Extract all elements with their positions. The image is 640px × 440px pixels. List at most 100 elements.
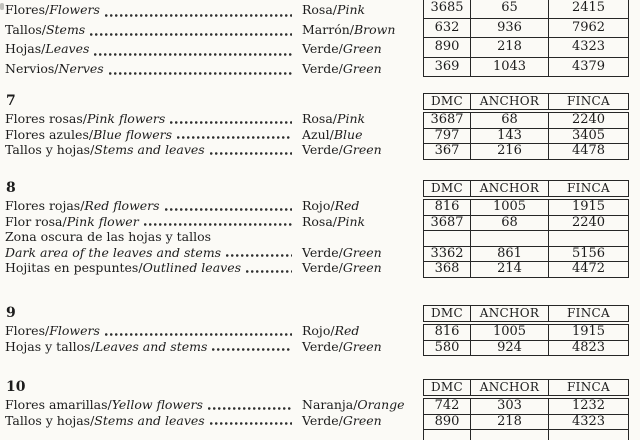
color-name: Naranja/Orange <box>302 397 413 413</box>
entry-label-es: Flores azules/ <box>5 126 94 142</box>
finca-value: 4323 <box>571 413 606 429</box>
dot-leader <box>170 120 292 124</box>
entry-row: Flores amarillas/Yellow flowers Naranja/… <box>5 397 415 413</box>
color-name: Rosa/Pink <box>302 0 413 20</box>
dmc-value: 632 <box>424 18 471 37</box>
table-header: DMC ANCHOR FINCA <box>423 93 629 110</box>
entry-label-es: Hojas y tallos/ <box>5 338 95 354</box>
table-header: DMC ANCHOR FINCA <box>423 305 629 322</box>
section-number: 7 <box>6 93 16 109</box>
dot-leader <box>246 269 292 273</box>
table-body: 3687 68 2240 797 143 3405 367 216 4478 <box>423 112 629 160</box>
color-es: Verde/ <box>302 244 343 260</box>
section-number: 10 <box>6 379 26 395</box>
color-es: Verde/ <box>302 142 343 157</box>
anchor-header: ANCHOR <box>471 181 549 196</box>
entry-label-es: Nervios/ <box>5 60 59 76</box>
color-es: Rojo/ <box>302 323 335 338</box>
table-header: DMC ANCHOR FINCA <box>423 180 629 197</box>
finca-value: 4823 <box>571 339 606 355</box>
dmc-value: 3685 <box>424 0 471 18</box>
table-row: 368 214 4472 <box>424 261 628 277</box>
anchor-header: ANCHOR <box>471 380 549 395</box>
dot-leader <box>164 207 292 211</box>
entry-row: Tallos y hojas/Stems and leaves Verde/Gr… <box>5 413 415 429</box>
color-name <box>302 229 413 245</box>
entry-label-en: Flowers <box>49 323 100 338</box>
entry-label-en: Outlined leaves <box>142 260 242 275</box>
entry-row: Tallos y hojas/Stems and leaves Verde/Gr… <box>5 142 415 158</box>
dmc-value: 742 <box>424 398 471 414</box>
dmc-value: 580 <box>424 340 471 355</box>
dot-leader <box>108 72 292 75</box>
entry-label-es: Tallos/ <box>5 21 46 37</box>
color-en: Green <box>342 338 382 354</box>
dot-leader <box>104 332 292 336</box>
finca-header: FINCA <box>567 380 610 394</box>
color-name: Verde/Green <box>302 39 413 59</box>
anchor-header: ANCHOR <box>471 306 549 321</box>
entry-label-es: Flores/ <box>5 323 50 338</box>
finca-value: 5156 <box>571 245 606 261</box>
table-body: 3685 65 2415 632 936 7962 890 218 4323 369 1043… <box>423 0 629 77</box>
color-en: Orange <box>357 397 405 412</box>
anchor-value: 218 <box>471 414 549 429</box>
dmc-value: 3687 <box>424 112 471 128</box>
table-body: 816 1005 1915 580 924 4823 <box>423 324 629 356</box>
entry-label-es: Flores/ <box>5 2 50 17</box>
entry-row: Flores/Flowers Rojo/Red <box>5 323 415 339</box>
dot-leader <box>209 151 292 155</box>
dmc-value: 816 <box>424 199 471 215</box>
entry-list: Flores/Flowers Rosa/Pink Tallos/Stems Ma… <box>5 0 415 78</box>
color-en: Green <box>342 41 382 56</box>
color-en: Green <box>342 60 382 76</box>
entry-label-en: Leaves <box>45 41 90 56</box>
anchor-value: 861 <box>471 246 549 261</box>
finca-value: 4478 <box>571 143 606 158</box>
color-es: Verde/ <box>302 338 343 354</box>
entry-label-en: Pink flowers <box>86 111 166 126</box>
color-es: Rosa/ <box>302 111 338 126</box>
entry-label-es: Zona oscura de las hojas y tallos <box>5 229 212 244</box>
anchor-value: 924 <box>471 340 549 355</box>
entry-label-en: Stems <box>45 21 86 37</box>
entry-row: Flores rojas/Red flowers Rojo/Red <box>5 198 415 214</box>
finca-value: 1915 <box>571 324 606 339</box>
color-name: Verde/Green <box>302 245 413 261</box>
entry-row: Zona oscura de las hojas y tallos <box>5 229 415 245</box>
color-es: Verde/ <box>302 60 343 76</box>
dmc-value: 797 <box>424 128 471 143</box>
table-body: 742 303 1232 890 218 4323 <box>423 398 629 440</box>
color-en: Green <box>342 260 382 275</box>
anchor-value <box>471 231 549 246</box>
finca-value: 4323 <box>571 39 606 54</box>
entry-row: Flor rosa/Pink flower Rosa/Pink <box>5 214 415 230</box>
entry-row: Flores/Flowers Rosa/Pink <box>5 0 415 20</box>
color-en: Green <box>342 244 382 260</box>
color-name: Verde/Green <box>302 59 413 79</box>
anchor-value: 68 <box>471 112 549 128</box>
anchor-value: 936 <box>471 18 549 37</box>
color-name: Verde/Green <box>302 339 413 355</box>
dot-leader <box>94 52 292 56</box>
dmc-value: 816 <box>424 324 471 340</box>
entry-label-es: Hojas/ <box>5 41 46 56</box>
dot-leader <box>207 406 292 410</box>
color-name: Rojo/Red <box>302 198 413 214</box>
entry-label-en: Stems and leaves <box>94 142 205 157</box>
entry-row: Tallos/Stems Marrón/Brown <box>5 20 415 40</box>
entry-label-en: Yellow flowers <box>111 397 203 412</box>
entry-row: Hojas/Leaves Verde/Green <box>5 39 415 59</box>
entry-row: Hojas y tallos/Leaves and stems Verde/Gr… <box>5 339 415 355</box>
anchor-value: 143 <box>471 128 549 143</box>
table-row: 367 216 4478 <box>424 143 628 159</box>
table-row: 632 936 7962 <box>424 17 628 37</box>
dot-leader <box>143 223 292 226</box>
dot-leader <box>226 254 292 257</box>
color-es: Verde/ <box>302 41 343 56</box>
finca-value <box>549 231 628 246</box>
entry-row: Nervios/Nerves Verde/Green <box>5 59 415 79</box>
dot-leader <box>212 348 292 351</box>
color-es: Rojo/ <box>302 198 335 213</box>
dot-leader <box>209 422 292 425</box>
